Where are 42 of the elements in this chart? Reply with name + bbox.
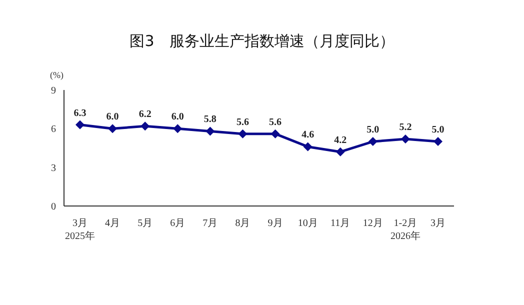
x-tick-label: 10月 (298, 218, 318, 229)
point (368, 137, 378, 146)
data-label: 6.3 (74, 108, 86, 119)
x-tick-label: 3月 (430, 218, 446, 229)
data-label: 4.2 (334, 134, 347, 146)
data-label: 6.0 (171, 112, 184, 123)
y-tick-label: 3 (51, 162, 56, 174)
x-tick-label: 8月 (235, 218, 250, 229)
point (206, 126, 215, 136)
y-tick-label: 9 (51, 86, 56, 97)
y-axis-title: (%) (50, 70, 64, 80)
point (270, 129, 280, 138)
point (140, 122, 150, 131)
x-tick-label: 9月 (268, 218, 283, 229)
y-tick-label: 6 (51, 124, 56, 136)
y-tick-label: 0 (51, 202, 56, 213)
data-label: 5.8 (204, 114, 216, 126)
data-label: 5.6 (236, 116, 249, 128)
point (238, 129, 248, 138)
data-label: 4.6 (302, 130, 314, 141)
data-label: 6.0 (106, 112, 119, 123)
data-label: 5.6 (269, 116, 282, 128)
data-label: 5.0 (366, 124, 380, 136)
x-tick-label: 3月 2025年 (65, 218, 95, 242)
point (400, 134, 410, 144)
x-tick-label: 12月 (362, 218, 383, 229)
x-tick-label: 6月 (170, 218, 186, 229)
chart-title: 图3 服务业生产指数增速（月度同比） (128, 32, 396, 51)
point (108, 124, 118, 134)
point (76, 120, 84, 130)
point (173, 124, 182, 134)
point (336, 147, 345, 156)
data-label: 6.2 (138, 109, 152, 120)
x-tick-label: 7月 (202, 218, 218, 229)
point (303, 142, 312, 152)
x-tick-label: 4月 (105, 218, 120, 229)
data-label: 5.2 (399, 122, 412, 133)
x-tick-label: 5月 (138, 218, 153, 229)
x-tick-label: 1-2月 2026年 (390, 218, 420, 242)
x-tick-label: 11月 (330, 218, 350, 229)
data-label: 5.0 (432, 124, 444, 136)
point (434, 137, 442, 146)
